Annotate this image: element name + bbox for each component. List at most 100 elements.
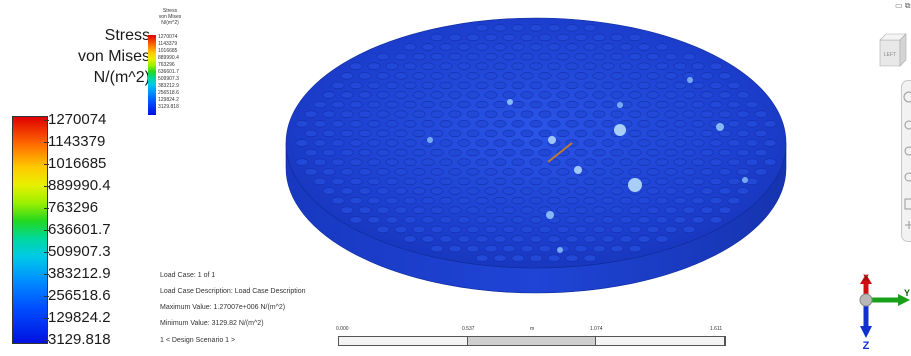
triad-z-label: Z	[863, 340, 870, 352]
view-cube-face-label: LEFT	[884, 52, 896, 58]
plate-hole	[376, 52, 390, 61]
plate-hole	[754, 110, 768, 118]
plate-hole	[457, 62, 471, 70]
plate-hole	[367, 81, 381, 90]
plate-hole	[718, 187, 732, 195]
plate-hole	[619, 216, 633, 224]
plate-hole	[565, 196, 579, 205]
plate-hole	[709, 196, 723, 205]
plate-hole	[430, 91, 444, 99]
small-legend-tick: 1143379	[158, 41, 178, 47]
plate-hole	[529, 24, 543, 32]
plate-hole	[583, 254, 597, 262]
plate-hole	[448, 168, 462, 176]
plate-hole	[466, 187, 480, 195]
plate-hole	[709, 100, 723, 109]
legend-title-line-3: N/(m^2)	[93, 69, 150, 86]
plate-hole	[619, 196, 633, 205]
plate-hole	[439, 100, 453, 109]
legend-tick: 3129.818	[44, 331, 111, 348]
plate-hole	[394, 206, 408, 214]
plate-hole	[475, 24, 489, 32]
plate-hole	[412, 168, 426, 176]
plate-hole	[538, 110, 552, 118]
scale-segment	[467, 337, 597, 345]
plate-hole	[421, 120, 435, 128]
plate-hole	[385, 62, 399, 70]
plate-hole	[502, 225, 516, 234]
plate-hole	[484, 206, 498, 214]
plate-hole	[727, 81, 741, 90]
plate-hole	[682, 91, 696, 99]
plate-hole	[655, 196, 669, 205]
plate-hole	[628, 129, 642, 138]
plate-hole	[511, 254, 525, 262]
plate-hole	[439, 235, 453, 243]
plate-hole	[349, 139, 363, 147]
plate-hole	[718, 91, 732, 99]
plate-hole	[340, 206, 354, 214]
plate-hole	[583, 177, 597, 186]
plate-hole	[709, 216, 723, 224]
plate-hole	[412, 148, 426, 157]
view-cube-icon[interactable]: LEFT	[876, 26, 908, 70]
plate-hole	[511, 43, 525, 51]
plate-hole	[646, 168, 660, 176]
plate-hole	[439, 177, 453, 186]
plate-hole	[583, 43, 597, 51]
small-legend-tick: 509907.3	[158, 76, 179, 82]
plate-hole	[601, 216, 615, 224]
minimize-icon[interactable]: ▭	[895, 1, 903, 10]
plate-hole	[457, 196, 471, 205]
plate-hole	[682, 110, 696, 118]
navigation-bar-icon[interactable]	[901, 80, 911, 242]
scale-label-2: 1.074	[590, 326, 603, 332]
plate-hole	[457, 43, 471, 51]
plate-hole	[601, 100, 615, 109]
restore-icon[interactable]: ⧉	[904, 1, 911, 10]
plate-hole	[448, 33, 462, 42]
plate-hole	[376, 129, 390, 138]
plate-hole	[646, 110, 660, 118]
plate-hole	[664, 225, 678, 234]
plate-hole	[673, 120, 687, 128]
plate-hole	[673, 81, 687, 90]
plate-hole	[376, 72, 390, 80]
plate-hole	[682, 148, 696, 157]
plate-hole	[691, 100, 705, 109]
legend-title-line-1: Stress	[104, 27, 150, 44]
plate-hole	[700, 72, 714, 80]
plate-hole	[736, 187, 750, 195]
plate-hole	[655, 139, 669, 147]
small-legend-tick: 1270074	[158, 34, 178, 40]
plate-hole	[493, 216, 507, 224]
plate-hole	[655, 43, 669, 51]
plate-hole	[610, 168, 624, 176]
plate-hole	[502, 52, 516, 61]
plate-hole	[574, 187, 588, 195]
plate-hole	[691, 216, 705, 224]
plate-hole	[601, 62, 615, 70]
plate-hole	[511, 139, 525, 147]
plate-hole	[682, 225, 696, 234]
plate-hole	[700, 168, 714, 176]
small-legend-tick: 129824.2	[158, 97, 179, 103]
plate-hole	[565, 158, 579, 166]
plate-hole	[493, 235, 507, 243]
plate-hole	[592, 91, 606, 99]
plate-hole	[628, 72, 642, 80]
plate-hole	[727, 139, 741, 147]
plate-hole	[556, 206, 570, 214]
plate-hole	[520, 168, 534, 176]
plate-hole	[565, 235, 579, 243]
plate-hole	[439, 196, 453, 205]
plate-hole	[538, 72, 552, 80]
stress-model-plate[interactable]	[270, 10, 790, 310]
plate-hole	[502, 72, 516, 80]
plate-hole	[466, 244, 480, 253]
plate-hole	[367, 196, 381, 205]
plate-hole	[592, 187, 606, 195]
plate-hole	[538, 33, 552, 42]
plate-hole	[529, 177, 543, 186]
